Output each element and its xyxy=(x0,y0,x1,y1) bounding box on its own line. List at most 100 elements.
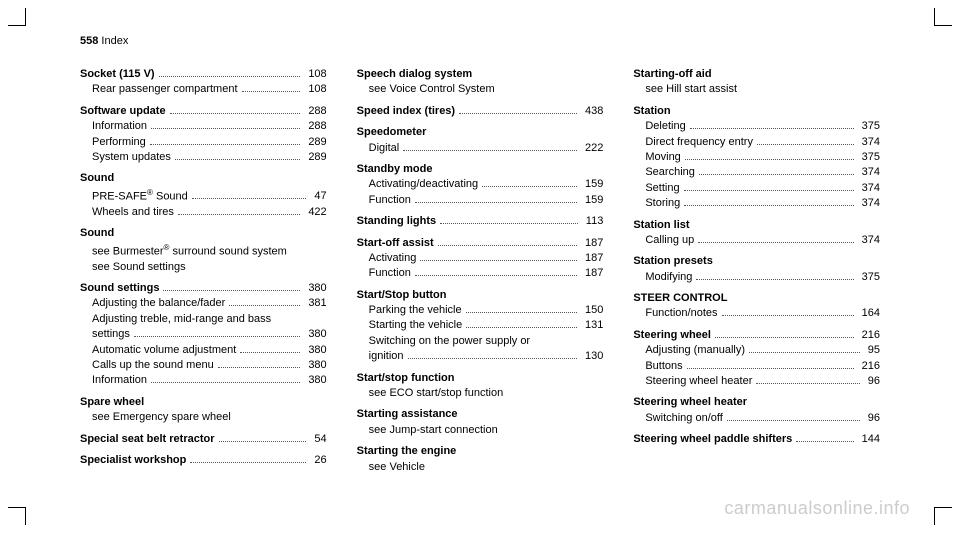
index-entry: Start-off assist 187 xyxy=(357,236,604,251)
index-subentry-page: 131 xyxy=(581,318,603,333)
index-subentry-page: 95 xyxy=(864,343,880,358)
index-subentry: Deleting375 xyxy=(633,119,880,134)
section-title: Index xyxy=(101,35,128,47)
index-entry: Specialist workshop 26 xyxy=(80,453,327,468)
index-entry-label: Starting the engine xyxy=(357,445,457,457)
index-subentry-page: 159 xyxy=(581,193,603,208)
index-subentry: Starting the vehicle131 xyxy=(357,318,604,333)
index-subentry-label: System updates xyxy=(92,150,171,165)
index-subentry-page: 150 xyxy=(581,303,603,318)
index-subentry-page: 422 xyxy=(304,205,326,220)
index-subentry: Calling up374 xyxy=(633,233,880,248)
index-subentry-label: Switching on/off xyxy=(645,411,722,426)
index-entry: Steering wheel216 xyxy=(633,328,880,343)
index-entry-label: Special seat belt retractor xyxy=(80,432,215,447)
index-subentry: Buttons216 xyxy=(633,359,880,374)
leader-dots xyxy=(190,462,306,463)
index-entry-label: Sound settings xyxy=(80,281,159,296)
index-subentry: Parking the vehicle150 xyxy=(357,303,604,318)
index-subentry-label: Calls up the sound menu xyxy=(92,358,214,373)
index-entry-page: 187 xyxy=(581,236,603,251)
index-columns: Socket (115 V)108Rear passenger compartm… xyxy=(50,61,910,475)
leader-dots xyxy=(438,245,577,246)
index-subentry-page: 289 xyxy=(304,135,326,150)
leader-dots xyxy=(420,260,577,261)
index-subentry-label: Function xyxy=(369,266,411,281)
index-subentry-line: Switching on the power supply or xyxy=(369,334,604,349)
index-subentry-page: 374 xyxy=(858,135,880,150)
index-see-reference: see Vehicle xyxy=(357,460,604,475)
leader-dots xyxy=(715,337,854,338)
index-see-reference: see Voice Control System xyxy=(357,82,604,97)
index-subentry-label: Steering wheel heater xyxy=(645,374,752,389)
index-subentry: Performing289 xyxy=(80,135,327,150)
index-subentry: Moving375 xyxy=(633,150,880,165)
index-subentry: Digital222 xyxy=(357,141,604,156)
index-subentry-page: 375 xyxy=(858,119,880,134)
index-entry: Speedometer xyxy=(357,125,604,140)
index-subentry-page: 187 xyxy=(581,251,603,266)
index-entry: Speech dialog system xyxy=(357,67,604,82)
index-entry: Steering wheel paddle shifters144 xyxy=(633,432,880,447)
leader-dots xyxy=(687,368,854,369)
index-entry: Speed index (tires)438 xyxy=(357,104,604,119)
index-subentry: Information288 xyxy=(80,119,327,134)
index-subentry-label: Adjusting the balance/fader xyxy=(92,296,225,311)
index-subentry-label: Buttons xyxy=(645,359,682,374)
leader-dots xyxy=(796,441,853,442)
column-2: Starting-off aidsee Hill start assistSta… xyxy=(633,61,880,475)
index-subentry-label: Adjusting (manually) xyxy=(645,343,745,358)
index-entry: Socket (115 V)108 xyxy=(80,67,327,82)
index-subentry: Modifying375 xyxy=(633,270,880,285)
leader-dots xyxy=(685,159,854,160)
leader-dots xyxy=(163,290,300,291)
index-subentry-page: 381 xyxy=(304,296,326,311)
index-subentry-line: settings380 xyxy=(92,327,327,342)
index-entry: Steering wheel heater xyxy=(633,395,880,410)
index-entry: Start/Stop button xyxy=(357,288,604,303)
leader-dots xyxy=(466,327,577,328)
leader-dots xyxy=(229,305,300,306)
index-subentry-line: Adjusting treble, mid-range and bass xyxy=(92,312,327,327)
leader-dots xyxy=(415,275,577,276)
index-subentry-label: Function xyxy=(369,193,411,208)
index-subentry-page: 374 xyxy=(858,233,880,248)
leader-dots xyxy=(178,214,300,215)
index-subentry-page: 222 xyxy=(581,141,603,156)
index-entry-page: 144 xyxy=(858,432,880,447)
crop-mark-tr xyxy=(934,8,952,26)
index-subentry: Wheels and tires422 xyxy=(80,205,327,220)
index-subentry-label: Modifying xyxy=(645,270,692,285)
index-entry: Sound xyxy=(80,226,327,241)
leader-dots xyxy=(459,113,577,114)
leader-dots xyxy=(696,279,853,280)
index-entry-label: Start-off assist xyxy=(357,236,434,251)
leader-dots xyxy=(219,441,307,442)
index-entry-label: Station presets xyxy=(633,255,712,267)
index-subentry: Activating 187 xyxy=(357,251,604,266)
index-entry-label: Standing lights xyxy=(357,214,436,229)
index-subentry-page: 380 xyxy=(304,358,326,373)
index-see-reference: see Hill start assist xyxy=(633,82,880,97)
index-subentry-label: Searching xyxy=(645,165,695,180)
index-see-reference: see Emergency spare wheel xyxy=(80,410,327,425)
index-entry-label: Starting assistance xyxy=(357,408,458,420)
index-subentry: Adjusting treble, mid-range and basssett… xyxy=(80,312,327,343)
index-subentry-page: 159 xyxy=(581,177,603,192)
leader-dots xyxy=(240,352,300,353)
index-entry-page: 26 xyxy=(310,453,326,468)
index-subentry-label: Activating xyxy=(369,251,417,266)
index-entry: Starting the engine xyxy=(357,444,604,459)
index-subentry-label: Information xyxy=(92,119,147,134)
index-entry-page: 113 xyxy=(582,214,604,229)
index-subentry: Rear passenger compartment108 xyxy=(80,82,327,97)
index-subentry-page: 380 xyxy=(304,373,326,388)
index-entry-page: 54 xyxy=(310,432,326,447)
index-subentry: Adjusting (manually) 95 xyxy=(633,343,880,358)
index-entry-label: Steering wheel heater xyxy=(633,396,747,408)
index-subentry-page: 96 xyxy=(864,411,880,426)
index-subentry: Setting374 xyxy=(633,181,880,196)
index-subentry-page: 289 xyxy=(304,150,326,165)
index-entry-label: Speech dialog system xyxy=(357,68,473,80)
index-entry-label: Specialist workshop xyxy=(80,453,186,468)
